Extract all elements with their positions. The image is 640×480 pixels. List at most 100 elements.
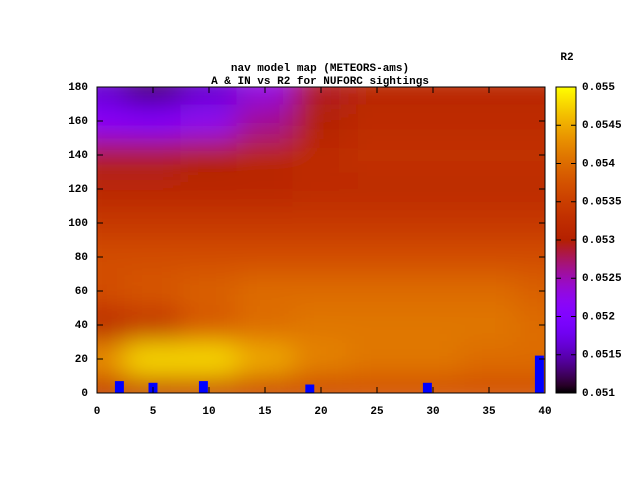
cb-tick-label: 0.055 xyxy=(582,82,615,94)
heatmap-cell xyxy=(180,273,238,309)
bar xyxy=(114,381,124,393)
heatmap-cell xyxy=(236,103,294,139)
heatmap-cell xyxy=(180,137,238,173)
heatmap-cell xyxy=(236,239,294,275)
heatmap-cell xyxy=(180,341,238,377)
heatmap-cell xyxy=(236,375,294,393)
heatmap-cell xyxy=(460,87,518,105)
chart-subtitle: A & IN vs R2 for NUFORC sightings xyxy=(211,76,429,88)
y-tick-label: 60 xyxy=(75,286,88,298)
x-tick-label: 10 xyxy=(202,406,215,418)
heatmap-cell xyxy=(404,137,462,173)
bar xyxy=(422,382,432,393)
heatmap-cell xyxy=(404,239,462,275)
heatmap-cell xyxy=(460,273,518,309)
heatmap-cell xyxy=(236,137,294,173)
heatmap-cell xyxy=(460,341,518,377)
heatmap-cell xyxy=(348,341,406,377)
cb-tick-label: 0.054 xyxy=(582,158,615,170)
heatmap-cell xyxy=(404,375,462,393)
heatmap-cell xyxy=(292,239,350,275)
heatmap-cell xyxy=(124,307,182,343)
heatmap-cell xyxy=(348,239,406,275)
colorbar-label: R2 xyxy=(560,52,573,64)
heatmap-cell xyxy=(236,307,294,343)
heatmap-cell xyxy=(460,103,518,139)
heatmap-cell xyxy=(404,171,462,207)
heatmap-cell xyxy=(292,103,350,139)
x-tick-label: 5 xyxy=(150,406,157,418)
heatmap-cell xyxy=(292,307,350,343)
heatmap-cell xyxy=(348,273,406,309)
heatmap-cell xyxy=(292,341,350,377)
heatmap-cell xyxy=(404,87,462,105)
heatmap-cell xyxy=(348,375,406,393)
heatmap-cell xyxy=(180,103,238,139)
heatmap-cell xyxy=(180,239,238,275)
cb-tick-label: 0.0545 xyxy=(582,120,622,132)
y-tick-label: 80 xyxy=(75,252,88,264)
heatmap-cell xyxy=(292,273,350,309)
heatmap-clip xyxy=(97,87,545,393)
y-tick-label: 20 xyxy=(75,354,88,366)
heatmap-cell xyxy=(236,273,294,309)
heatmap-cell xyxy=(180,375,238,393)
bar xyxy=(534,355,544,393)
heatmap-cell xyxy=(404,273,462,309)
heatmap-cell xyxy=(460,205,518,241)
x-tick-label: 35 xyxy=(482,406,496,418)
x-tick-label: 15 xyxy=(258,406,272,418)
cb-tick-label: 0.0525 xyxy=(582,273,622,285)
cb-tick-label: 0.052 xyxy=(582,311,615,323)
cb-tick-label: 0.0515 xyxy=(582,350,622,362)
heatmap-cell xyxy=(516,87,545,105)
heatmap-cell xyxy=(460,137,518,173)
heatmap-cell xyxy=(236,87,294,105)
heatmap-cell xyxy=(124,87,182,105)
heatmap-cell xyxy=(124,205,182,241)
heatmap-cell xyxy=(348,103,406,139)
heatmap-cell xyxy=(236,171,294,207)
bar xyxy=(305,384,315,393)
heatmap-cell xyxy=(348,205,406,241)
y-tick-label: 40 xyxy=(75,320,88,332)
heatmap-cell xyxy=(404,103,462,139)
bar xyxy=(198,381,208,393)
heatmap-cell xyxy=(97,87,126,105)
y-tick-label: 180 xyxy=(68,82,88,94)
y-tick-label: 100 xyxy=(68,218,88,230)
y-tick-label: 0 xyxy=(81,388,88,400)
heatmap-cell xyxy=(460,375,518,393)
heatmap-cell xyxy=(460,171,518,207)
cb-tick-label: 0.051 xyxy=(582,388,615,400)
heatmap-cell xyxy=(292,171,350,207)
heatmap-cell xyxy=(236,341,294,377)
heatmap-cell xyxy=(348,171,406,207)
cb-tick-label: 0.0535 xyxy=(582,197,622,209)
heatmap-cell xyxy=(404,341,462,377)
heatmap-cell xyxy=(124,171,182,207)
heatmap-cell xyxy=(348,137,406,173)
heatmap-cell xyxy=(124,273,182,309)
chart-title: nav model map (METEORS-ams) xyxy=(231,63,409,75)
x-tick-label: 30 xyxy=(426,406,439,418)
heatmap-cell xyxy=(404,205,462,241)
heatmap-cell xyxy=(292,87,350,105)
heatmap xyxy=(97,87,545,393)
heatmap-cell xyxy=(236,205,294,241)
heatmap-cell xyxy=(348,307,406,343)
heatmap-cell xyxy=(460,239,518,275)
heatmap-cell xyxy=(292,205,350,241)
y-tick-label: 120 xyxy=(68,184,88,196)
heatmap-cell xyxy=(124,103,182,139)
x-tick-label: 40 xyxy=(538,406,551,418)
y-tick-label: 140 xyxy=(68,150,88,162)
cb-tick-label: 0.053 xyxy=(582,235,615,247)
heatmap-cell xyxy=(124,137,182,173)
heatmap-cell xyxy=(124,341,182,377)
heatmap-cell xyxy=(180,87,238,105)
heatmap-cell xyxy=(180,307,238,343)
y-tick-label: 160 xyxy=(68,116,88,128)
x-tick-label: 20 xyxy=(314,406,327,418)
